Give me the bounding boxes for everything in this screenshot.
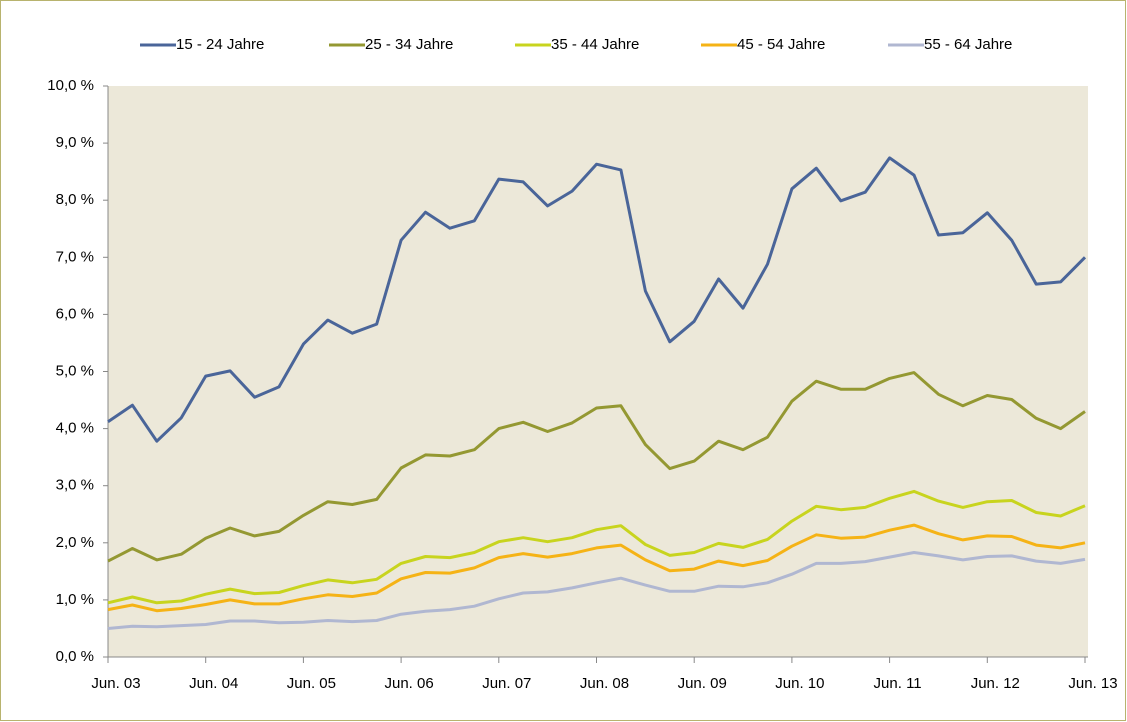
- y-tick-label: 5,0 %: [56, 362, 94, 379]
- y-tick-label: 7,0 %: [56, 248, 94, 265]
- legend-label: 25 - 34 Jahre: [365, 36, 453, 53]
- x-tick-label: Jun. 05: [287, 675, 336, 692]
- y-tick-label: 0,0 %: [56, 648, 94, 665]
- x-tick-label: Jun. 10: [775, 675, 824, 692]
- series-line: [107, 523, 1086, 613]
- legend-label: 45 - 54 Jahre: [737, 36, 825, 53]
- x-tick-label: Jun. 07: [482, 675, 531, 692]
- y-tick-label: 10,0 %: [47, 77, 94, 94]
- x-tick-label: Jun. 09: [678, 675, 727, 692]
- x-tick-label: Jun. 11: [874, 675, 922, 692]
- legend-label: 15 - 24 Jahre: [176, 36, 264, 53]
- y-tick-label: 3,0 %: [56, 477, 94, 494]
- x-tick-label: Jun. 06: [384, 675, 433, 692]
- y-tick-label: 6,0 %: [56, 305, 94, 322]
- plot-area: [108, 86, 1088, 657]
- x-tick-label: Jun. 03: [91, 675, 140, 692]
- x-tick-label: Jun. 04: [189, 675, 238, 692]
- series-line: [107, 489, 1086, 605]
- y-tick-label: 1,0 %: [56, 591, 94, 608]
- x-tick-label: Jun. 13: [1068, 675, 1117, 692]
- y-tick-label: 2,0 %: [56, 534, 94, 551]
- y-tick-label: 9,0 %: [56, 134, 94, 151]
- series-line: [107, 371, 1086, 563]
- x-tick-label: Jun. 08: [580, 675, 629, 692]
- y-tick-label: 4,0 %: [56, 420, 94, 437]
- legend-label: 35 - 44 Jahre: [551, 36, 639, 53]
- series-line: [107, 156, 1087, 443]
- y-tick-label: 8,0 %: [56, 191, 94, 208]
- x-tick-label: Jun. 12: [971, 675, 1020, 692]
- legend-label: 55 - 64 Jahre: [924, 36, 1012, 53]
- series-line: [107, 551, 1086, 630]
